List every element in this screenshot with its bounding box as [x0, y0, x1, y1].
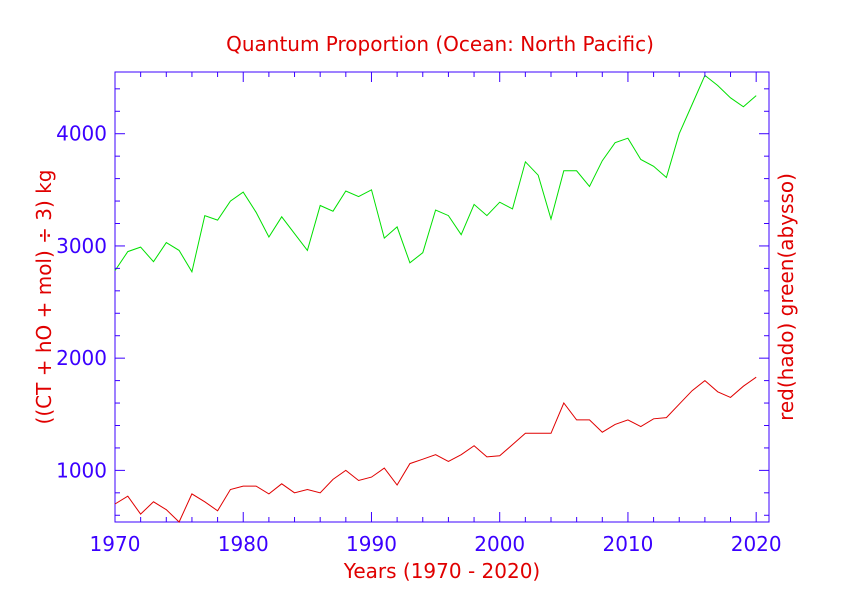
x-tick-label: 2020 — [731, 532, 782, 556]
chart-title: Quantum Proportion (Ocean: North Pacific… — [226, 32, 654, 56]
y-tick-label: 4000 — [56, 122, 107, 146]
x-tick-label: 1980 — [218, 532, 269, 556]
series-line-1 — [114, 74, 757, 274]
ticks-layer: 1970 1980 1990 2000 2010 2020 1000 2000 3000 4000 — [56, 72, 782, 556]
x-axis-label: Years (1970 - 2020) — [343, 559, 540, 583]
series-line-2 — [114, 376, 757, 523]
y-tick-label: 1000 — [56, 458, 107, 482]
y-tick-label: 3000 — [56, 234, 107, 258]
y-tick-label: 2000 — [56, 346, 107, 370]
plot-frame — [114, 71, 770, 523]
series-layer — [114, 74, 757, 523]
right-axis-label: red(hado) green(abysso) — [774, 173, 798, 421]
x-tick-label: 2000 — [474, 532, 525, 556]
x-tick-label: 2010 — [602, 532, 653, 556]
y-axis-label: ((CT + hO + mol) ÷ 3) kg — [32, 170, 56, 425]
x-tick-label: 1970 — [90, 532, 141, 556]
x-tick-label: 1990 — [346, 532, 397, 556]
